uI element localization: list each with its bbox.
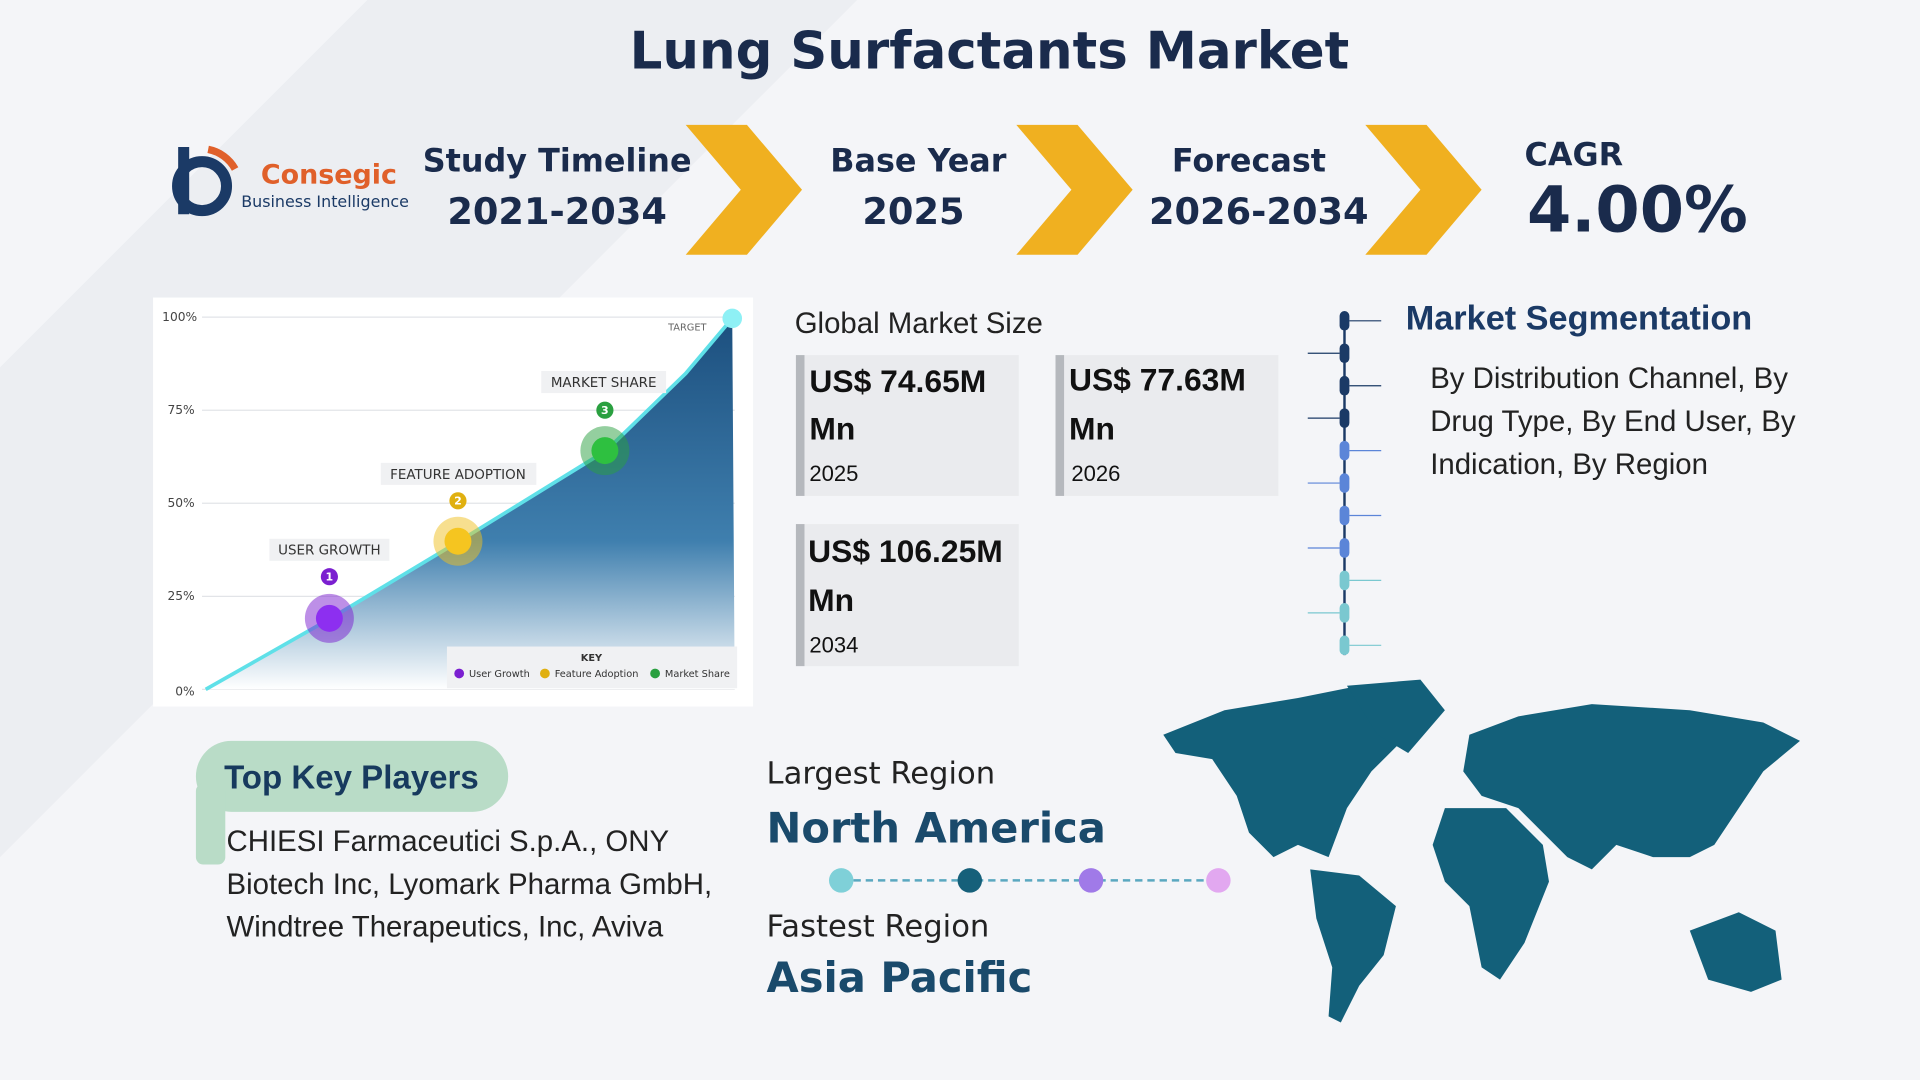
timeline-label: Forecast bbox=[1172, 141, 1326, 179]
stage-marker bbox=[444, 527, 472, 555]
logo-name: Consegic bbox=[261, 160, 397, 191]
largest-region: North America bbox=[767, 803, 1106, 852]
chevron bbox=[1016, 124, 1133, 255]
logo-mark bbox=[172, 156, 233, 217]
segment-dot bbox=[1339, 635, 1350, 656]
market-cards: US$ 74.65M Mn 2025 US$ 77.63M Mn 2026 US… bbox=[795, 355, 1279, 667]
key-item: Feature Adoption bbox=[555, 669, 639, 680]
stage-badge bbox=[320, 568, 338, 586]
chevron bbox=[685, 124, 803, 255]
stage-marker bbox=[591, 437, 619, 465]
chevron bbox=[1365, 124, 1482, 255]
segment-dot bbox=[1339, 375, 1350, 396]
cagr-value: 4.00% bbox=[1527, 173, 1748, 247]
stage-num: 3 bbox=[601, 404, 609, 417]
players-accent bbox=[195, 783, 226, 865]
stage-tag bbox=[380, 462, 537, 485]
card-year: 2034 bbox=[809, 633, 858, 658]
stage-label: MARKET SHARE bbox=[551, 376, 657, 391]
card-unit: Mn bbox=[1069, 411, 1115, 447]
segment-dot bbox=[1339, 538, 1350, 558]
card-bar bbox=[795, 355, 805, 496]
segment-dot bbox=[1339, 603, 1350, 623]
players-pill bbox=[195, 740, 509, 812]
largest-label: Largest Region bbox=[767, 757, 996, 792]
card bbox=[795, 524, 1019, 667]
segment-dot bbox=[1339, 440, 1350, 461]
axis-label: 50% bbox=[167, 496, 194, 510]
key-item: User Growth bbox=[469, 669, 530, 680]
segmentation-decor bbox=[1307, 311, 1382, 656]
card-value: US$ 106.25M bbox=[808, 533, 1003, 569]
target-label: TARGET bbox=[667, 323, 706, 334]
card-value: US$ 77.63M bbox=[1069, 362, 1246, 398]
card bbox=[1055, 355, 1279, 496]
segment-dot bbox=[1339, 408, 1350, 428]
timeline-value: 2025 bbox=[862, 190, 964, 233]
stage-label: FEATURE ADOPTION bbox=[390, 468, 526, 483]
fastest-label: Fastest Region bbox=[767, 910, 990, 945]
players-box: CHIESI Farmaceutici S.p.A., ONY Biotech … bbox=[226, 825, 713, 945]
card-unit: Mn bbox=[808, 582, 854, 618]
timeline-label: Base Year bbox=[830, 141, 1007, 179]
segmentation-title: Market Segmentation bbox=[1406, 299, 1753, 337]
key-title: KEY bbox=[581, 653, 603, 664]
stage-tag bbox=[541, 371, 667, 394]
logo-mark bbox=[207, 145, 239, 171]
stage-label: USER GROWTH bbox=[278, 544, 381, 559]
fastest-region: Asia Pacific bbox=[767, 953, 1033, 1002]
title: Lung Surfactants Market bbox=[630, 22, 1350, 82]
players-text: CHIESI Farmaceutici S.p.A., ONY Biotech … bbox=[226, 825, 713, 945]
card bbox=[795, 355, 1019, 496]
card-value: US$ 74.65M bbox=[809, 363, 986, 399]
segmentation-text: By Distribution Channel, By Drug Type, B… bbox=[1430, 362, 1796, 482]
axis-label: 75% bbox=[167, 403, 194, 417]
logo: Consegic Business Intelligence bbox=[172, 145, 409, 217]
axis-label: 100% bbox=[162, 310, 197, 324]
growth-area bbox=[205, 318, 735, 690]
axis-label: 0% bbox=[175, 685, 194, 699]
stage-marker bbox=[315, 604, 343, 632]
stage-num: 2 bbox=[454, 494, 462, 507]
key-swatch bbox=[540, 668, 550, 679]
stage-badge bbox=[596, 401, 614, 419]
card-unit: Mn bbox=[809, 411, 855, 447]
segment-dot bbox=[1339, 505, 1350, 526]
stage-num: 1 bbox=[326, 570, 334, 583]
logo-tagline: Business Intelligence bbox=[241, 192, 409, 211]
illustration: 100% 75% 50% 25% 0% TARGET 1 2 3 USER GR… bbox=[153, 297, 754, 707]
key-box bbox=[446, 646, 738, 689]
timeline-label: Study Timeline bbox=[423, 141, 692, 179]
segment-dot bbox=[1339, 570, 1350, 591]
segment-dot bbox=[1339, 311, 1350, 331]
card-bar bbox=[795, 524, 805, 667]
region-connector bbox=[828, 868, 1231, 893]
stage-badge bbox=[449, 492, 467, 510]
axis-label: 25% bbox=[167, 589, 194, 603]
segment-dot bbox=[1339, 473, 1350, 493]
key-swatch bbox=[454, 668, 465, 679]
cagr-label: CAGR bbox=[1524, 135, 1623, 173]
card-year: 2025 bbox=[809, 461, 858, 486]
world-map bbox=[1163, 679, 1800, 1023]
key-swatch bbox=[650, 668, 660, 679]
stage-tag bbox=[269, 538, 390, 561]
players-title: Top Key Players bbox=[224, 760, 479, 797]
target-dot bbox=[722, 308, 743, 329]
timeline-value: 2026-2034 bbox=[1149, 190, 1369, 233]
card-bar bbox=[1055, 355, 1065, 496]
key-item: Market Share bbox=[665, 669, 730, 680]
segmentation-box: By Distribution Channel, By Drug Type, B… bbox=[1430, 362, 1796, 482]
card-year: 2026 bbox=[1071, 461, 1120, 486]
market-size-title: Global Market Size bbox=[795, 307, 1043, 340]
timeline-value: 2021-2034 bbox=[447, 190, 667, 233]
segment-dot bbox=[1339, 343, 1350, 364]
